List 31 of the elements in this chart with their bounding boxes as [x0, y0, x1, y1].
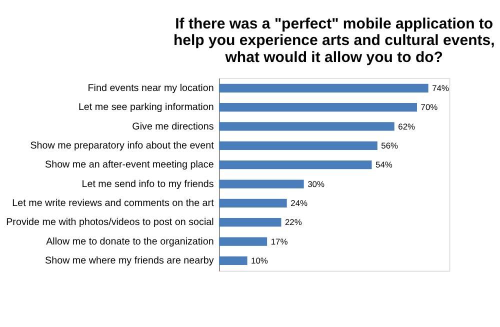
- bar: [218, 84, 428, 92]
- data-label: 24%: [290, 198, 308, 208]
- y-tick-label: Find events near my location: [88, 82, 214, 94]
- data-label: 62%: [398, 121, 416, 132]
- y-tick-label: Show me where my friends are nearby: [45, 256, 214, 267]
- bar: [218, 237, 268, 246]
- data-label: 70%: [420, 102, 438, 112]
- bar: [218, 160, 372, 170]
- data-label: 56%: [381, 140, 399, 150]
- y-tick-label: Let me send info to my friends: [82, 178, 214, 190]
- bar: [218, 218, 282, 227]
- y-tick-label: Show me preparatory info about the event: [30, 140, 214, 152]
- data-label: 22%: [284, 217, 302, 228]
- bar: [218, 256, 248, 266]
- bar: [218, 180, 304, 188]
- chart-title: If there was a "perfect" mobile application to help you experience arts and cultural events, what would it allow you to do?: [173, 15, 495, 66]
- y-tick-label: Give me directions: [132, 121, 214, 132]
- y-tick-label: Provide me with photos/videos to post on social: [6, 217, 214, 228]
- y-tick-label: Let me write reviews and comments on the art: [12, 198, 214, 209]
- bar: [218, 198, 287, 208]
- bar: [218, 122, 394, 131]
- data-label: 17%: [270, 236, 288, 246]
- data-label: 74%: [432, 82, 450, 93]
- bar: [218, 141, 378, 150]
- data-label: 10%: [251, 256, 268, 266]
- y-tick-label: Allow me to donate to the organization: [46, 236, 214, 248]
- y-tick-label: Let me see parking information: [78, 102, 214, 114]
- bar: [218, 103, 417, 112]
- data-label: 54%: [376, 160, 393, 170]
- data-label: 30%: [308, 178, 325, 189]
- y-tick-label: Show me an after-event meeting place: [45, 160, 214, 171]
